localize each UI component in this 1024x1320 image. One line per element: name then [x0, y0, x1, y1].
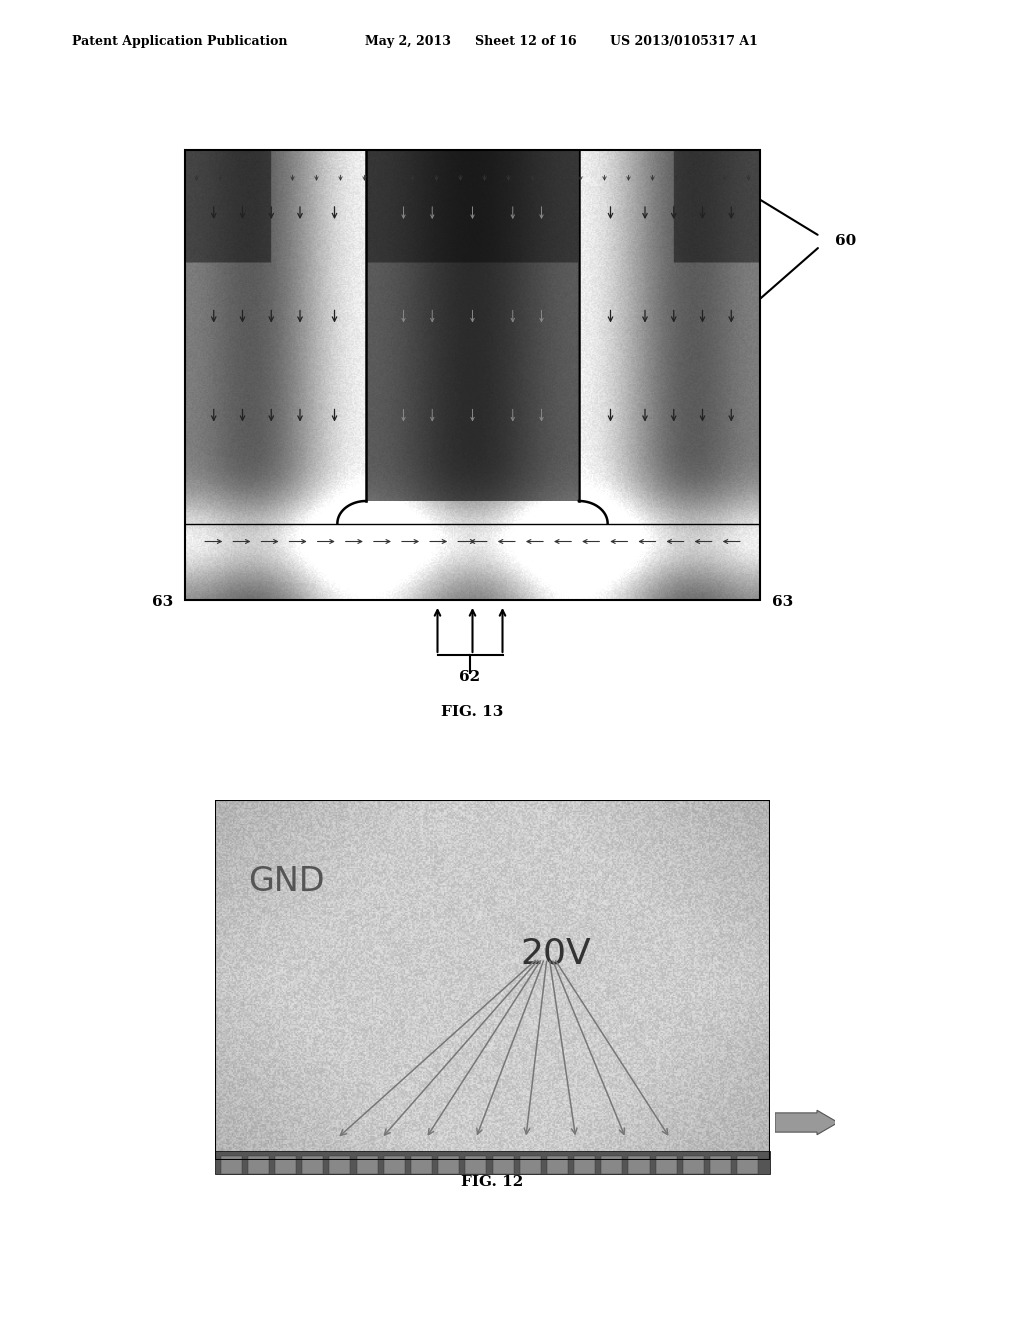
Bar	[215, 1151, 770, 1175]
Bar	[411, 1156, 432, 1173]
Bar	[737, 1156, 759, 1173]
Bar	[547, 1156, 568, 1173]
Bar	[493, 1156, 514, 1173]
Text: 63: 63	[772, 595, 794, 609]
Text: GND: GND	[248, 865, 325, 898]
Text: FIG. 13: FIG. 13	[441, 705, 504, 719]
Bar	[520, 1156, 541, 1173]
FancyArrow shape	[775, 1110, 838, 1135]
Bar	[710, 1156, 731, 1173]
Bar	[655, 1156, 677, 1173]
Bar	[248, 1156, 269, 1173]
Text: US 2013/0105317 A1: US 2013/0105317 A1	[610, 36, 758, 48]
Bar	[274, 1156, 296, 1173]
Text: FIG. 12: FIG. 12	[462, 1175, 523, 1189]
Bar	[356, 1156, 378, 1173]
Text: Sheet 12 of 16: Sheet 12 of 16	[475, 36, 577, 48]
Bar	[601, 1156, 623, 1173]
Text: 60: 60	[835, 234, 856, 248]
Text: 62: 62	[459, 671, 480, 684]
Bar	[683, 1156, 703, 1173]
Bar	[220, 1156, 242, 1173]
Text: 20V: 20V	[520, 937, 591, 970]
Bar	[629, 1156, 649, 1173]
Bar	[384, 1156, 404, 1173]
Bar	[330, 1156, 350, 1173]
Text: May 2, 2013: May 2, 2013	[365, 36, 451, 48]
Bar	[465, 1156, 486, 1173]
Bar	[302, 1156, 324, 1173]
Bar	[574, 1156, 595, 1173]
Text: 63: 63	[152, 595, 173, 609]
Bar	[438, 1156, 459, 1173]
Text: Patent Application Publication: Patent Application Publication	[72, 36, 288, 48]
